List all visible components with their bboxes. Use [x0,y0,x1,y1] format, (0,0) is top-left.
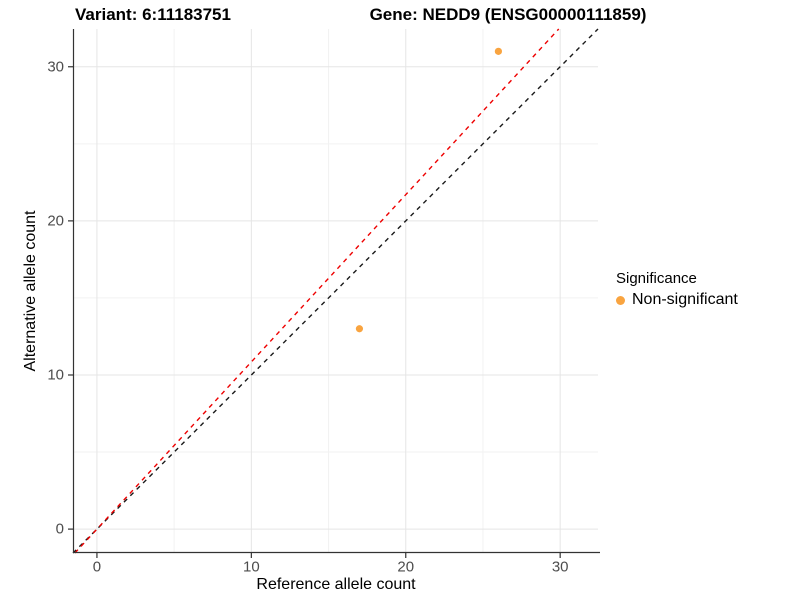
identity-line [72,28,599,554]
x-axis-title: Reference allele count [256,576,416,593]
y-tick-label: 10 [47,366,64,383]
legend: Significance Non-significant [616,270,738,309]
plot-title-variant: Variant: 6:11183751 [75,5,231,24]
legend-item: Non-significant [616,291,738,309]
expected-ratio-line [74,28,560,554]
x-tick-label: 0 [93,559,101,576]
y-tick-label: 30 [47,58,64,75]
legend-title: Significance [616,270,697,287]
y-tick-label: 20 [47,212,64,229]
legend-item-label: Non-significant [632,291,738,308]
y-axis-title: Alternative allele count [22,210,39,372]
y-tick-label: 0 [56,521,64,538]
x-tick-label: 30 [552,559,569,576]
x-tick-label: 10 [243,559,260,576]
x-tick-label: 20 [397,559,414,576]
plot-area: 0 10 20 30 0 10 20 30 [47,28,600,576]
legend-point-swatch-icon [616,295,625,305]
data-point [494,47,503,55]
data-point [355,325,364,333]
plot-title-gene: Gene: NEDD9 (ENSG00000111859) [369,5,647,24]
